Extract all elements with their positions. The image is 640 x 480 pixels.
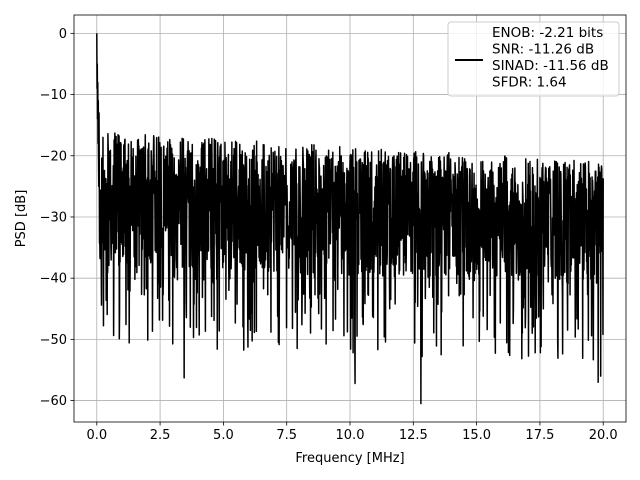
x-tick-label: 17.5 [525, 428, 554, 443]
y-tick-label: −20 [40, 149, 67, 164]
x-tick-label: 0.0 [86, 428, 107, 443]
legend-line-enob: ENOB: -2.21 bits [492, 25, 603, 41]
x-tick-label: 15.0 [462, 428, 491, 443]
legend-line-sinad: SINAD: -11.56 dB [492, 58, 609, 74]
x-tick-label: 2.5 [150, 428, 171, 443]
psd-series [96, 33, 604, 405]
x-tick-label: 20.0 [589, 428, 618, 443]
x-axis-label: Frequency [MHz] [295, 451, 404, 466]
y-tick-label: −30 [40, 210, 67, 225]
y-tick-label: −50 [40, 333, 67, 348]
y-tick-label: −10 [40, 88, 67, 103]
psd-series-line [96, 33, 604, 405]
y-axis-label: PSD [dB] [14, 190, 29, 248]
x-tick-label: 7.5 [276, 428, 297, 443]
x-tick-label: 10.0 [336, 428, 365, 443]
legend-box [447, 21, 620, 97]
x-axis-ticks: 0.0 2.5 5.0 7.5 10.0 12.5 15.0 17.5 20.0 [86, 422, 618, 443]
legend-line-snr: SNR: -11.26 dB [492, 42, 594, 58]
x-tick-label: 5.0 [213, 428, 234, 443]
y-tick-label: −60 [40, 394, 67, 409]
y-tick-label: −40 [40, 272, 67, 287]
legend-line-sfdr: SFDR: 1.64 [492, 75, 567, 91]
y-axis-ticks: 0 −10 −20 −30 −40 −50 −60 [40, 27, 74, 409]
y-tick-label: 0 [59, 27, 67, 42]
legend: ENOB: -2.21 bits SNR: -11.26 dB SINAD: -… [447, 21, 620, 97]
x-tick-label: 12.5 [399, 428, 428, 443]
